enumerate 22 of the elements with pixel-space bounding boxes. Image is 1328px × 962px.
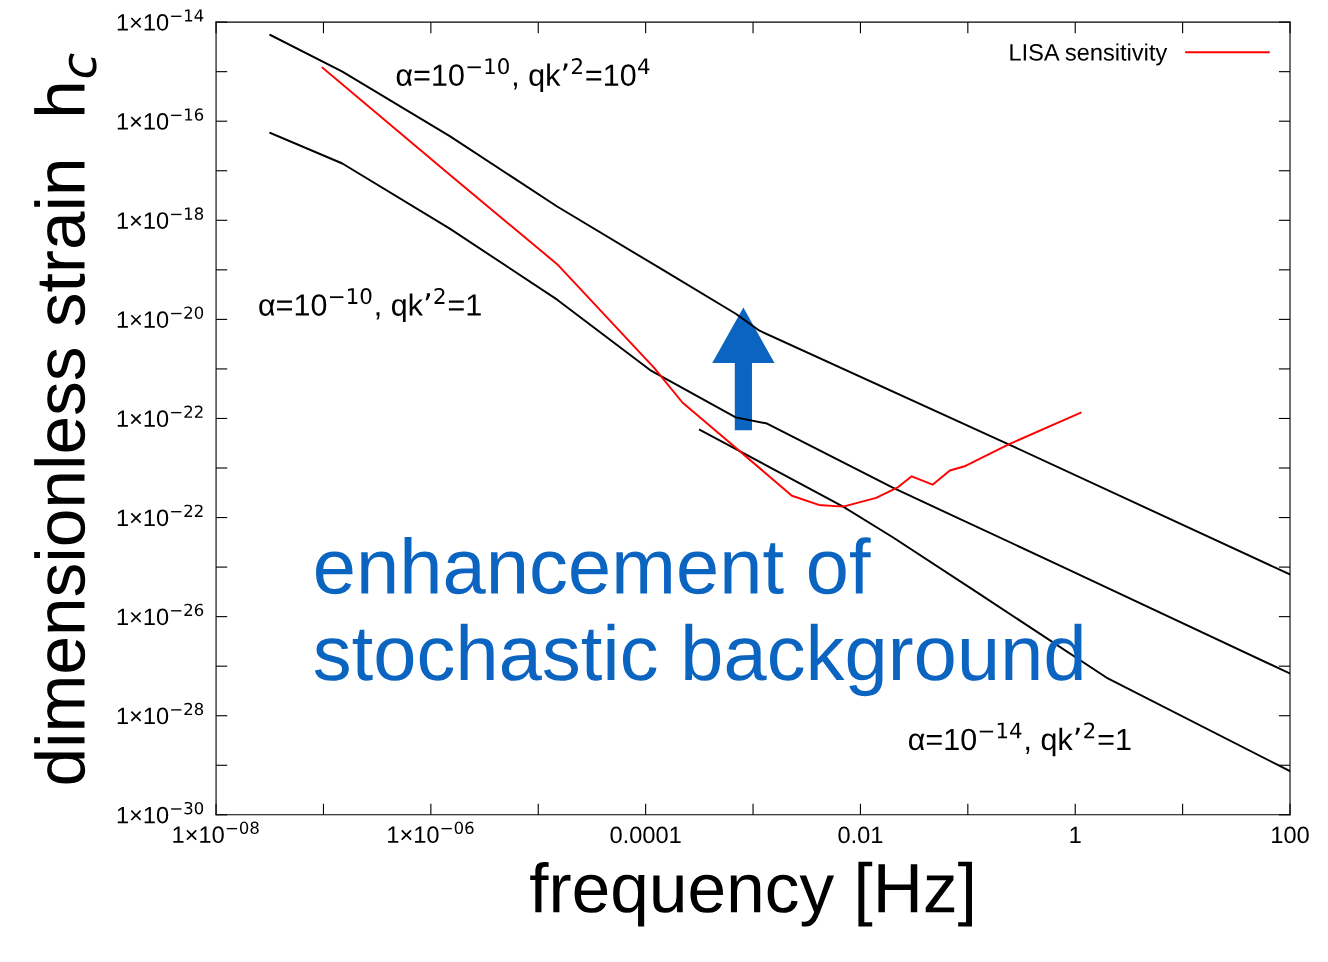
x-axis-title: frequency [Hz] xyxy=(530,861,972,927)
legend-label: LISA sensitivity xyxy=(1010,43,1168,66)
y-tick-label: 1×10$^{−30}$ xyxy=(117,801,204,824)
annotation: α=10$^{−14}$, qk’$^{2}$=1 xyxy=(908,722,1131,757)
y-tick-label: 1×10$^{−20}$ xyxy=(117,306,204,328)
y-tick-label: 1×10$^{−28}$ xyxy=(117,702,204,725)
x-tick-label: 0.0001 xyxy=(610,826,681,844)
annotation: α=10$^{−10}$, qk’$^{2}$=10$^{4}$ xyxy=(396,58,650,93)
y-tick-label: 1×10$^{−18}$ xyxy=(117,207,204,229)
annotation: α=10$^{−10}$, qk’$^{2}$=1 xyxy=(259,288,481,322)
y-tick-label: 1×10$^{−22}$ xyxy=(117,405,203,428)
y-tick-label: 1×10$^{−16}$ xyxy=(117,108,204,130)
x-tick-label: 100 xyxy=(1272,826,1309,844)
x-tick-label: 1×10$^{−08}$ xyxy=(173,821,259,844)
y-tick-label: 1×10$^{−22}$ xyxy=(117,504,203,527)
y-axis-title: dimensionless strain h$_{c}$ xyxy=(34,53,97,784)
y-tick-label: 1×10$^{−26}$ xyxy=(117,603,204,626)
y-tick-label: 1×10$^{−14}$ xyxy=(117,9,204,31)
x-tick-label: 1×10$^{−06}$ xyxy=(388,821,474,844)
x-tick-label: 1 xyxy=(1070,826,1081,844)
x-tick-label: 0.01 xyxy=(838,826,883,844)
annotation: enhancement of stochastic background xyxy=(314,537,1082,697)
